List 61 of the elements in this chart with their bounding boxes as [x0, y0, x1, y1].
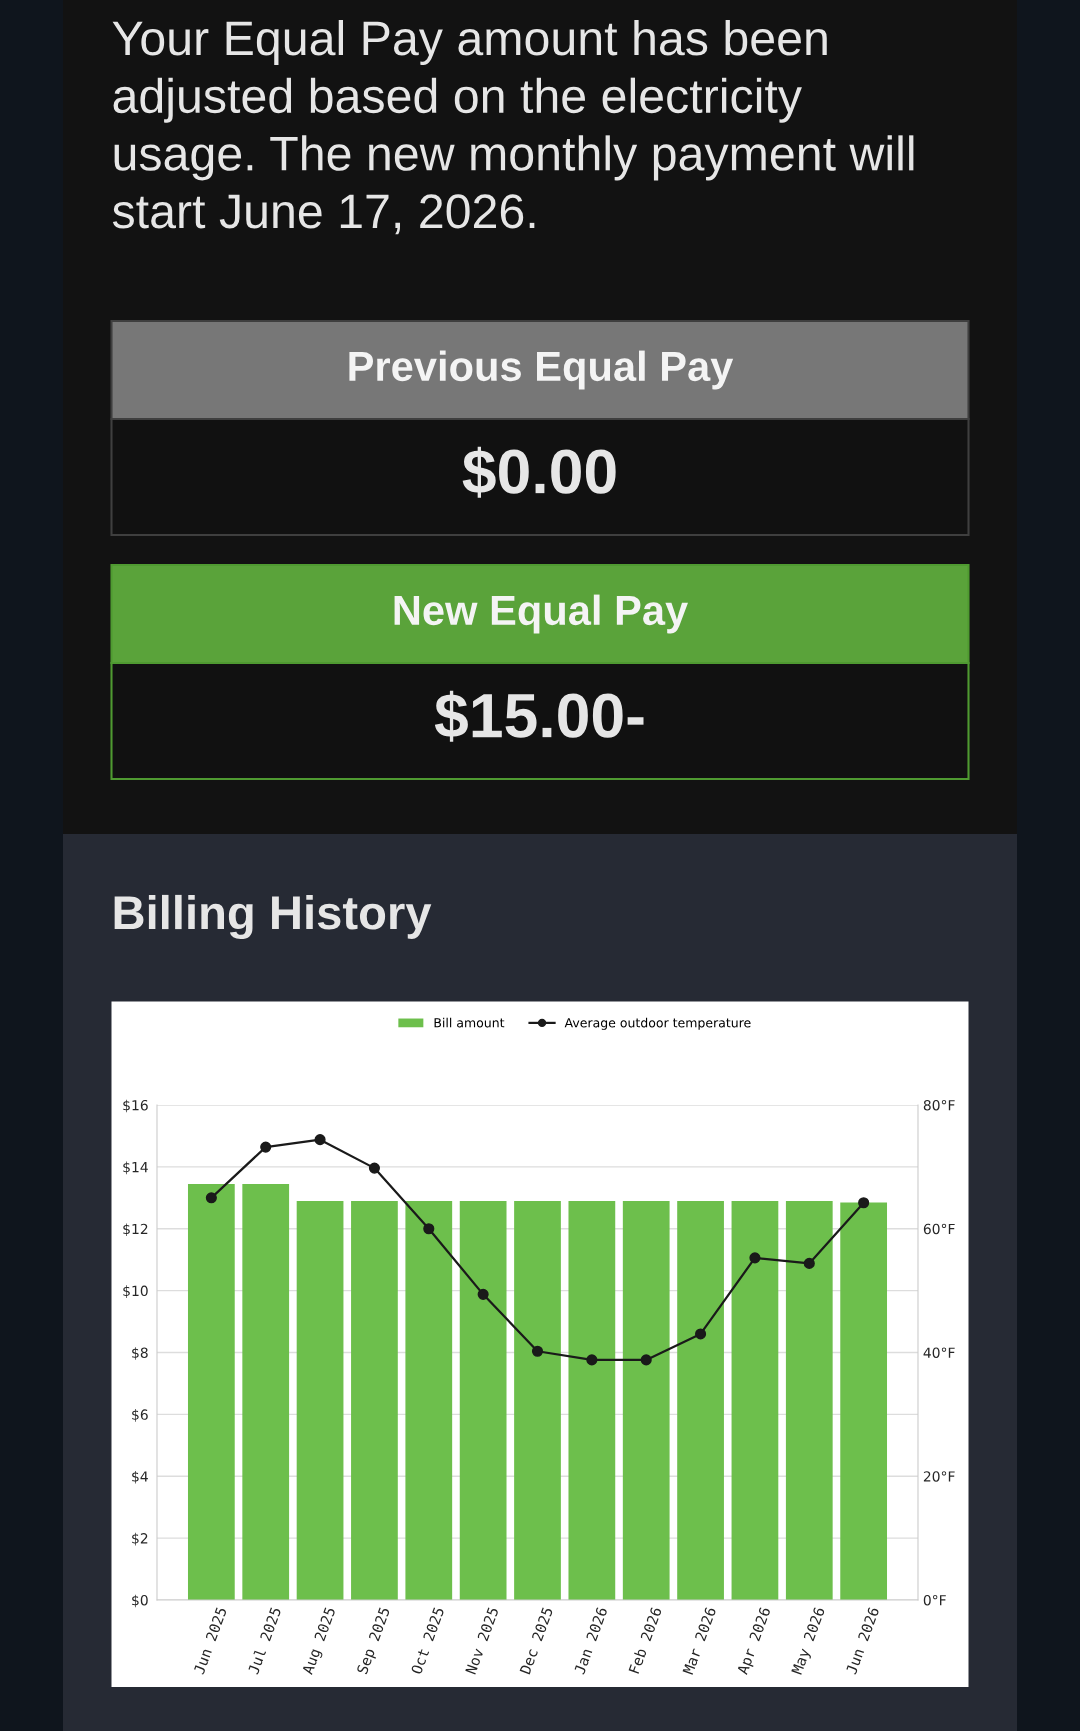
y2-tick-label: 60°F [923, 1223, 955, 1235]
text: Previous Equal Pay [349, 350, 734, 390]
x-tick-label: Jan 2026 [573, 1606, 608, 1675]
y-tick-label: $14 [123, 1161, 148, 1175]
bar [785, 1200, 833, 1600]
point [314, 1134, 326, 1146]
point [205, 1192, 217, 1204]
bar [622, 1200, 670, 1600]
x-tick-label: Dec 2025 [519, 1606, 554, 1675]
x-tick-label: Jun 2025 [193, 1606, 227, 1675]
point [695, 1328, 707, 1340]
y2-tick-label: 80°F [923, 1099, 955, 1111]
y-tick-label: $6 [132, 1409, 148, 1422]
y-tick-label: $2 [132, 1532, 148, 1546]
x-tick-label: Mar 2026 [682, 1606, 717, 1675]
point [260, 1141, 272, 1153]
bar [242, 1183, 290, 1600]
bar [405, 1200, 453, 1600]
bar [187, 1183, 235, 1600]
point [803, 1257, 815, 1269]
x-tick-label: Sep 2025 [356, 1606, 393, 1676]
x-tick-label: Aug 2025 [301, 1606, 339, 1677]
bar [514, 1200, 561, 1600]
point [640, 1354, 652, 1366]
point [586, 1354, 598, 1366]
y-tick-label: $12 [123, 1223, 148, 1237]
y-tick-label: $0 [132, 1594, 148, 1608]
y-tick-label: $10 [123, 1285, 148, 1298]
bar [459, 1200, 507, 1600]
point [423, 1223, 435, 1235]
x-tick-label: Feb 2026 [628, 1606, 662, 1674]
text: $0.00 [462, 446, 616, 498]
point [531, 1345, 544, 1357]
x-tick-label: May 2026 [791, 1606, 828, 1676]
y-tick-label: $16 [123, 1099, 148, 1113]
y-tick-label: $4 [132, 1470, 148, 1484]
x-tick-label: Jun 2026 [845, 1606, 880, 1675]
text: New Equal Pay [394, 594, 688, 634]
y-tick-label: $8 [132, 1347, 148, 1360]
x-tick-label: Nov 2025 [465, 1606, 499, 1675]
x-tick-label: Apr 2026 [736, 1606, 774, 1677]
legend-label: Average outdoor temperature [564, 1017, 751, 1030]
point [749, 1252, 761, 1264]
chart-title: Billing History [114, 894, 432, 940]
y2-tick-label: 0°F [923, 1594, 946, 1606]
y2-tick-label: 40°F [923, 1347, 955, 1358]
x-tick-label: Oct 2025 [410, 1606, 445, 1675]
bar [731, 1200, 779, 1600]
point [858, 1197, 870, 1209]
text: $15.00- [434, 690, 644, 742]
bar [296, 1200, 344, 1600]
legend-label: Bill amount [434, 1017, 505, 1028]
bar [351, 1200, 398, 1600]
bar [840, 1202, 888, 1600]
point [368, 1162, 380, 1174]
y2-tick-label: 20°F [923, 1471, 955, 1482]
bar [568, 1200, 616, 1600]
point [477, 1288, 489, 1300]
bar [677, 1200, 724, 1600]
text: Your Equal Pay amount has been adjusted based on the electricity usage. The new monthly payment will start June 17, 2026. [112, 20, 914, 235]
x-tick-label: Jul 2025 [247, 1606, 282, 1675]
